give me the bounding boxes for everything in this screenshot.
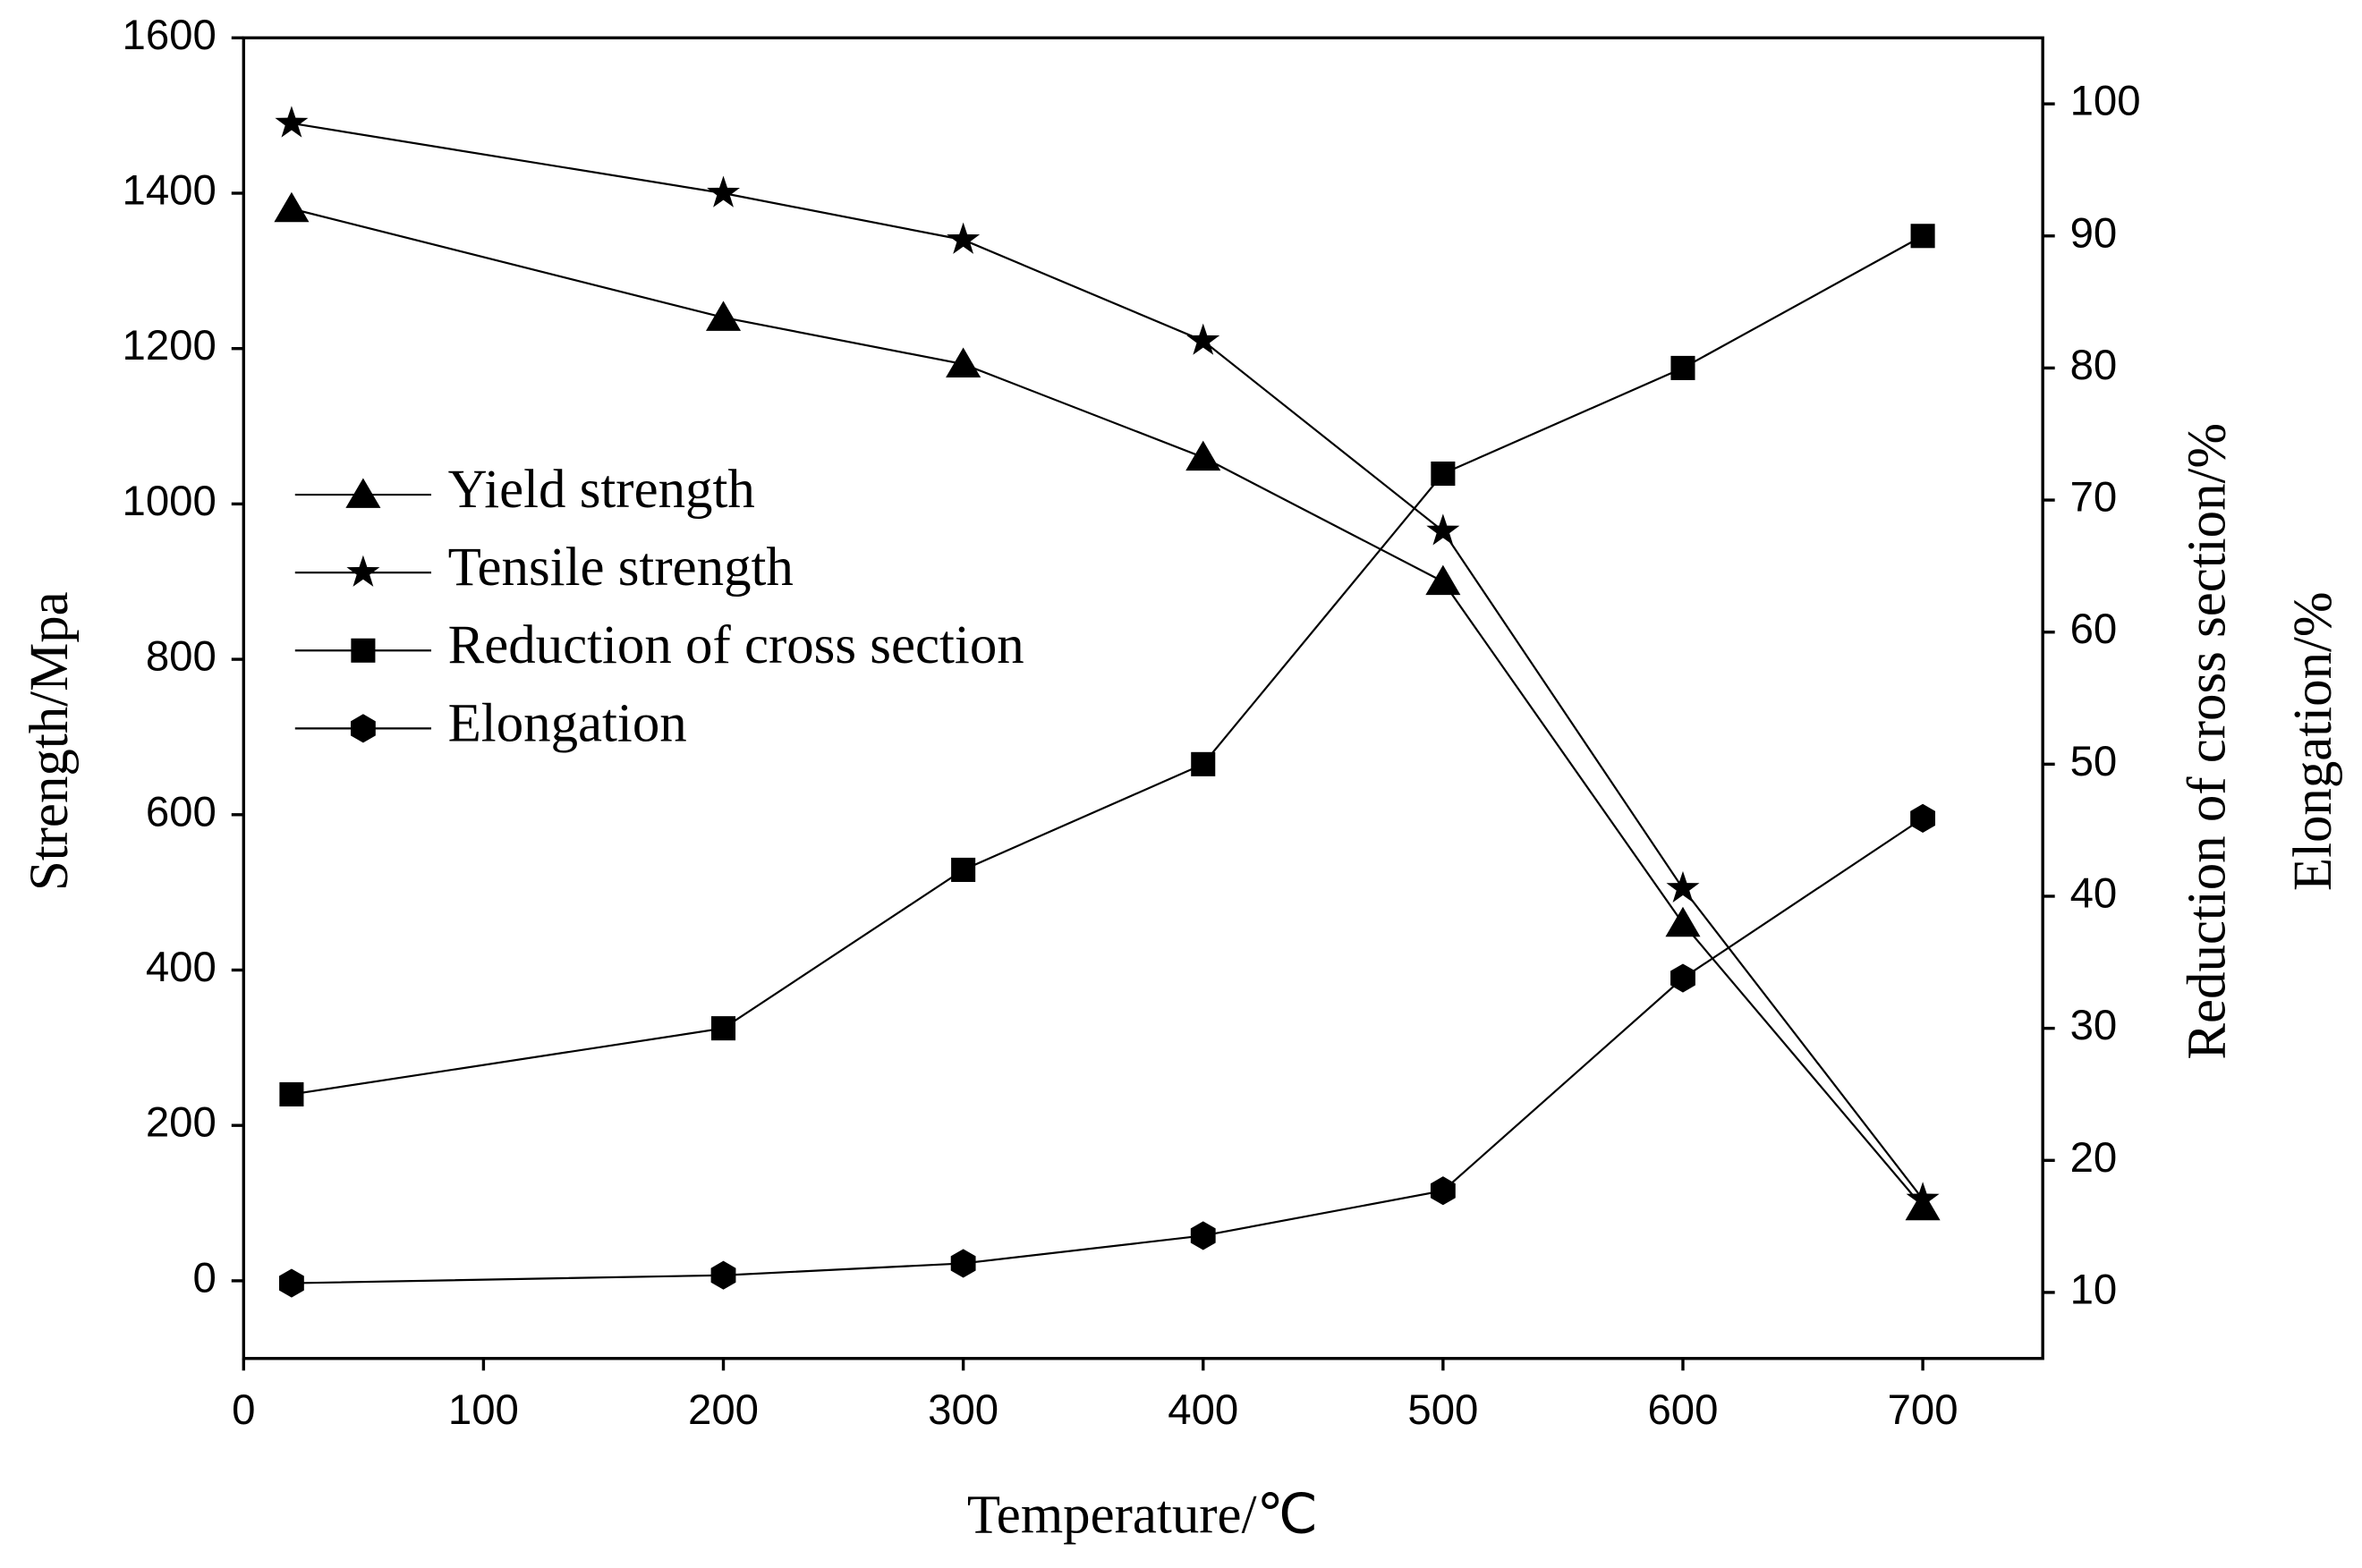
marker: [1670, 963, 1695, 993]
marker: [1191, 751, 1216, 776]
marker: [346, 555, 380, 587]
y-axis-label: Strength/Mpa: [20, 591, 80, 891]
y2-tick-label: 40: [2070, 870, 2118, 918]
marker: [1670, 355, 1695, 380]
y2-axis-label: Reduction of cross section/%: [2178, 423, 2238, 1060]
y2-tick-label: 20: [2070, 1134, 2118, 1182]
marker: [279, 1081, 304, 1106]
marker: [707, 175, 741, 208]
marker: [1426, 513, 1460, 546]
marker: [278, 1268, 304, 1298]
marker: [946, 347, 981, 377]
legend-label: Reduction of cross section: [448, 615, 1024, 675]
y-tick-label: 1000: [123, 478, 217, 525]
marker: [1425, 564, 1461, 596]
y2-tick-label: 100: [2070, 78, 2141, 125]
legend-label: Yield strength: [448, 460, 755, 520]
plot-frame: [242, 36, 2044, 1360]
x-tick-label: 100: [448, 1386, 519, 1434]
y2-tick-label: 90: [2070, 209, 2118, 257]
y2-tick-label: 80: [2070, 342, 2118, 389]
marker: [1190, 1221, 1216, 1250]
marker: [274, 191, 310, 223]
x-tick-label: 400: [1168, 1386, 1238, 1434]
y-tick-label: 800: [146, 633, 217, 681]
y2-tick-label: 10: [2070, 1266, 2118, 1313]
y2-axis-label: Elongation/%: [2283, 591, 2343, 891]
x-tick-label: 0: [232, 1386, 255, 1434]
x-tick-label: 300: [928, 1386, 998, 1434]
marker: [947, 222, 981, 254]
marker: [1431, 461, 1456, 487]
x-tick-label: 600: [1647, 1386, 1718, 1434]
x-tick-label: 200: [688, 1386, 759, 1434]
y-tick-label: 600: [146, 788, 217, 835]
marker: [705, 301, 742, 331]
marker: [710, 1260, 736, 1290]
marker: [1910, 224, 1935, 249]
marker: [951, 857, 976, 882]
marker: [710, 1016, 736, 1041]
x-axis-label: Temperature/℃: [967, 1486, 1318, 1546]
y2-tick-label: 60: [2070, 606, 2118, 653]
y-tick-label: 1200: [123, 322, 217, 369]
legend-label: Elongation: [448, 693, 687, 753]
legend-label: Tensile strength: [448, 538, 794, 598]
marker: [1666, 870, 1700, 903]
y2-tick-label: 30: [2070, 1002, 2118, 1049]
x-tick-label: 700: [1888, 1386, 1958, 1434]
marker: [1185, 440, 1221, 471]
marker: [1910, 803, 1936, 833]
marker: [1430, 1176, 1456, 1206]
marker: [1906, 1182, 1940, 1214]
x-tick-label: 500: [1407, 1386, 1478, 1434]
y-tick-label: 0: [193, 1254, 217, 1301]
y-tick-label: 1600: [123, 12, 217, 59]
y2-tick-label: 70: [2070, 474, 2118, 521]
y-tick-label: 400: [146, 944, 217, 991]
y2-tick-label: 50: [2070, 738, 2118, 785]
marker: [1665, 906, 1701, 937]
marker: [1186, 323, 1220, 355]
marker: [350, 714, 376, 743]
marker: [275, 106, 309, 138]
marker: [950, 1249, 976, 1278]
y-tick-label: 200: [146, 1099, 217, 1147]
marker: [351, 638, 376, 663]
marker: [345, 478, 381, 508]
y-tick-label: 1400: [123, 167, 217, 215]
